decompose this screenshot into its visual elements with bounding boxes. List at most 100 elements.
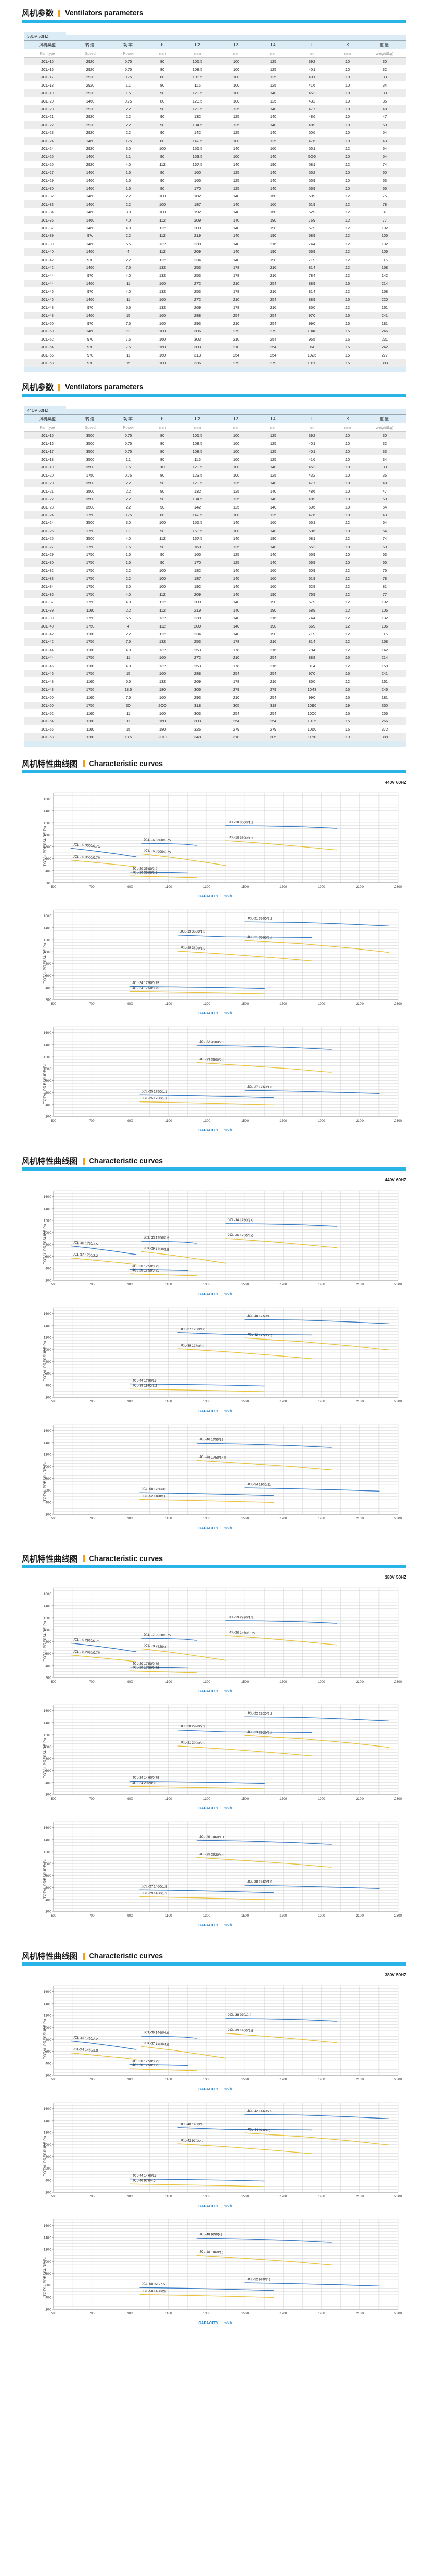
cell: 850 xyxy=(292,303,332,312)
cell: 486 xyxy=(292,113,332,121)
cell: 10 xyxy=(332,105,363,113)
curve-line xyxy=(177,951,312,962)
cell: 125 xyxy=(218,121,255,129)
table-row: JCL-19 3500 1.5 9O 129.5 100 140 452 10 39 xyxy=(24,463,406,471)
cell: 90 xyxy=(147,527,177,535)
cell: 1460 xyxy=(71,295,109,304)
cell-fan-type: JCL-20 xyxy=(24,105,71,113)
curve-label: JCL-39 970/2.2 xyxy=(228,2013,252,2017)
table-row: JCL-44 1460 11 160 272 210 254 889 15 214 xyxy=(24,279,406,288)
table-row: JCL-52 1160 11 160 303 254 254 1000 15 255 xyxy=(24,709,406,718)
cell: 100 xyxy=(147,208,177,216)
cell-fan-type: JCL-46 xyxy=(24,662,71,670)
cell: 116 xyxy=(177,455,218,464)
cell: 10 xyxy=(332,487,363,496)
cell: 100 xyxy=(218,57,255,65)
svg-text:900: 900 xyxy=(127,2195,133,2198)
cell: 187 xyxy=(177,200,218,209)
curve-line xyxy=(129,2178,265,2181)
col-header-unit-5: mm xyxy=(218,423,255,432)
cell: 100 xyxy=(218,447,255,456)
params-table-440v: 风机类型 转速 功率 h L2 L3 L4 L K 重量 Fan type Speed Power mm… xyxy=(24,414,406,747)
svg-text:2100: 2100 xyxy=(356,885,364,889)
chart-block: TOTAL PRESSURE Pa 200 400 600 800 1000 1200 140… xyxy=(24,1980,406,2338)
cell: 254 xyxy=(218,351,255,359)
cell: 2.2 xyxy=(109,574,147,583)
svg-text:700: 700 xyxy=(89,1517,95,1520)
cell: 125 xyxy=(255,97,292,105)
curve-line xyxy=(244,1090,380,1094)
cell: 112 xyxy=(147,598,177,606)
cell: 48 xyxy=(363,479,406,487)
table-row: JCL-29 1460 1.5 90 165 125 140 559 10 63 xyxy=(24,176,406,184)
cell: 155.5 xyxy=(177,144,218,153)
curve-label: JCL-34 1750/3.0 xyxy=(228,1218,253,1222)
cell-fan-type: JCL-46 xyxy=(24,287,71,296)
table-body: JCL-15 2920 0.75 80 105.5 100 125 392 10 30 JCL-16… xyxy=(24,57,406,367)
curve-label: JCL-18 3500/1.1 xyxy=(228,836,253,840)
curve-label: JCL-48 970/5.5 xyxy=(199,2233,223,2237)
cell: 744 xyxy=(292,240,332,248)
curve-line xyxy=(244,1487,380,1492)
cell: 80 xyxy=(147,511,177,519)
cell: 182 xyxy=(177,566,218,575)
cell-fan-type: JCL-48 xyxy=(24,311,71,319)
curve-label: JCL-18 3500/1.1 xyxy=(228,821,253,825)
cell: 11 xyxy=(109,351,147,359)
svg-text:1500: 1500 xyxy=(241,1914,249,1918)
table-row: JCL-39 97o 2.2 112 219 140 190 689 12 105 xyxy=(24,232,406,240)
cell: 132 xyxy=(147,646,177,654)
svg-text:600: 600 xyxy=(45,1255,51,1259)
cell-fan-type: JCL-56 xyxy=(24,351,71,359)
cell: 90 xyxy=(147,550,177,559)
cell: 125 xyxy=(255,511,292,519)
cell: 216 xyxy=(255,272,292,280)
svg-text:1000: 1000 xyxy=(44,951,52,954)
cell: 489 xyxy=(292,495,332,503)
curve-label: JCL-15 3500/0.75 xyxy=(73,843,100,849)
svg-text:1200: 1200 xyxy=(44,1453,52,1456)
cell: 1460 xyxy=(71,97,109,105)
svg-text:1300: 1300 xyxy=(203,1002,211,1006)
cell-fan-type: JCL-19 xyxy=(24,463,71,471)
col-header-unit-0: Fan type xyxy=(24,423,71,432)
cell-fan-type: JCL-40 xyxy=(24,248,71,256)
svg-text:1000: 1000 xyxy=(44,1629,52,1632)
svg-text:1400: 1400 xyxy=(44,810,52,814)
cell: 552 xyxy=(292,168,332,177)
col-header-unit-1: Speed xyxy=(71,423,109,432)
cell: 77 xyxy=(363,590,406,599)
cell: 216 xyxy=(255,662,292,670)
cell-fan-type: JCL-16 xyxy=(24,65,71,74)
cell: 90 xyxy=(147,558,177,567)
cell: 254 xyxy=(218,311,255,319)
cell: 2920 xyxy=(71,73,109,81)
cell: 4.0 xyxy=(109,662,147,670)
svg-text:1600: 1600 xyxy=(44,2107,52,2111)
curve-label: JCL-17 2920/0.75 xyxy=(144,1633,171,1637)
cell: 209 xyxy=(177,248,218,256)
x-axis-unit: m³/h xyxy=(223,894,232,899)
curve-line xyxy=(141,843,197,846)
chart-4-1: TOTAL PRESSURE Pa 200 400 600 800 1000 1200 140… xyxy=(24,1980,406,2097)
cell: 30 xyxy=(363,57,406,65)
cell: 90 xyxy=(147,479,177,487)
cell: 216 xyxy=(255,240,292,248)
heading-accent-mark xyxy=(82,760,85,768)
svg-text:2100: 2100 xyxy=(356,1119,364,1123)
cell: 90 xyxy=(147,152,177,161)
cell: 97o xyxy=(71,232,109,240)
cell: 100 xyxy=(147,200,177,209)
col-header-unit-5: mm xyxy=(218,49,255,58)
cell: 254 xyxy=(255,654,292,662)
cell: 192 xyxy=(177,582,218,590)
svg-text:500: 500 xyxy=(51,885,57,889)
cell: 47 xyxy=(363,487,406,496)
svg-text:600: 600 xyxy=(45,1091,51,1095)
cell: 112 xyxy=(147,590,177,599)
curve-label: JCL-20 1460/0.75 xyxy=(228,1631,255,1635)
svg-text:1600: 1600 xyxy=(44,1592,52,1596)
cell: 970 xyxy=(71,343,109,351)
cell: 3.0 xyxy=(109,208,147,216)
cell: 889 xyxy=(292,295,332,304)
